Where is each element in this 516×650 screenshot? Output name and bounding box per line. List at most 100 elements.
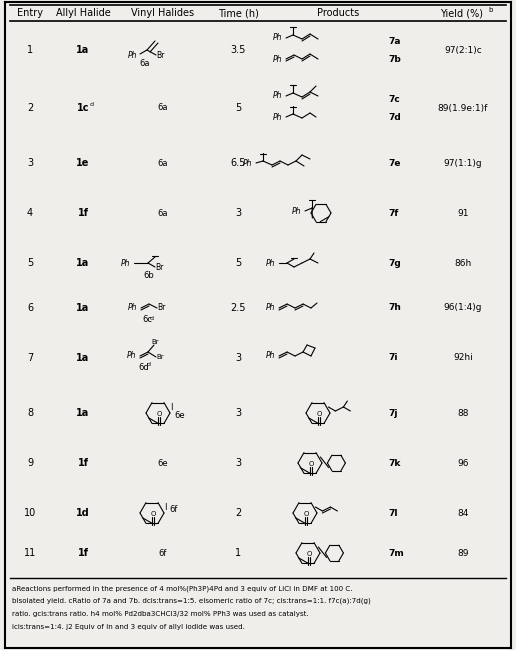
Text: 7b: 7b — [388, 55, 401, 64]
Text: O: O — [156, 411, 162, 417]
Text: bIsolated yield. cRatio of 7a and 7b. dcis:trans=1:5. eIsomeric ratio of 7c; cis: bIsolated yield. cRatio of 7a and 7b. dc… — [12, 598, 371, 604]
Text: Products: Products — [317, 8, 359, 18]
Text: 7j: 7j — [388, 408, 397, 417]
Text: 92hi: 92hi — [453, 354, 473, 363]
Text: Br: Br — [157, 304, 165, 313]
Text: Br: Br — [151, 339, 158, 345]
Text: Ph: Ph — [273, 112, 283, 122]
Text: 2: 2 — [27, 103, 33, 113]
Text: 7c: 7c — [388, 94, 400, 103]
Text: 5: 5 — [235, 103, 241, 113]
Text: O: O — [303, 511, 309, 517]
Text: Br: Br — [155, 263, 164, 272]
Text: 7d: 7d — [388, 112, 401, 122]
Text: 3: 3 — [235, 208, 241, 218]
Text: 8: 8 — [27, 408, 33, 418]
Text: 7: 7 — [27, 353, 33, 363]
Text: 1c: 1c — [77, 103, 89, 113]
Text: ratio. gcis:trans ratio. h4 mol% Pd2dba3CHCl3/32 mol% PPh3 was used as catalyst.: ratio. gcis:trans ratio. h4 mol% Pd2dba3… — [12, 611, 309, 617]
Text: 1a: 1a — [76, 303, 90, 313]
Text: 7k: 7k — [388, 458, 400, 467]
Text: 10: 10 — [24, 508, 36, 518]
Text: 1: 1 — [27, 45, 33, 55]
Text: 89(1.9e:1)f: 89(1.9e:1)f — [438, 103, 488, 112]
Text: Ph: Ph — [273, 34, 283, 42]
Text: 5: 5 — [235, 258, 241, 268]
Text: 11: 11 — [24, 548, 36, 558]
Text: 6e: 6e — [175, 411, 185, 421]
Text: Ph: Ph — [128, 51, 138, 60]
Text: 97(2:1)c: 97(2:1)c — [444, 46, 482, 55]
Text: Ph: Ph — [266, 304, 276, 313]
Text: 3.5: 3.5 — [230, 45, 246, 55]
Text: 2: 2 — [235, 508, 241, 518]
Text: 1e: 1e — [76, 158, 90, 168]
Text: Ph: Ph — [128, 304, 138, 313]
Text: 88: 88 — [457, 408, 469, 417]
Text: Ph: Ph — [127, 352, 137, 361]
Text: 1f: 1f — [77, 548, 89, 558]
Text: 6a: 6a — [140, 60, 150, 68]
Text: 6a: 6a — [158, 103, 168, 112]
Text: Ph: Ph — [243, 159, 253, 168]
Text: 7h: 7h — [388, 304, 401, 313]
Text: Yield (%): Yield (%) — [441, 8, 483, 18]
Text: 7g: 7g — [388, 259, 401, 268]
Text: icis:trans=1:4. j2 Equiv of In and 3 equiv of allyl iodide was used.: icis:trans=1:4. j2 Equiv of In and 3 equ… — [12, 624, 245, 630]
Text: O: O — [150, 511, 156, 517]
Text: Ph: Ph — [266, 352, 276, 361]
Text: 7m: 7m — [388, 549, 404, 558]
Text: 3: 3 — [235, 353, 241, 363]
Text: 1: 1 — [235, 548, 241, 558]
Text: 7f: 7f — [388, 209, 398, 218]
Text: 6.5: 6.5 — [230, 158, 246, 168]
Text: O: O — [316, 411, 321, 417]
Text: 4: 4 — [27, 208, 33, 218]
Text: 7e: 7e — [388, 159, 400, 168]
Text: 3: 3 — [235, 408, 241, 418]
Text: I: I — [165, 502, 167, 512]
Text: 6e: 6e — [158, 458, 168, 467]
Text: 86h: 86h — [455, 259, 472, 268]
Text: 6f: 6f — [159, 549, 167, 558]
Text: Vinyl Halides: Vinyl Halides — [132, 8, 195, 18]
Text: 3: 3 — [27, 158, 33, 168]
Text: 1a: 1a — [76, 45, 90, 55]
Text: Br: Br — [156, 51, 165, 60]
Text: 7l: 7l — [388, 508, 397, 517]
Text: 1a: 1a — [76, 408, 90, 418]
Text: 1a: 1a — [76, 353, 90, 363]
Text: b: b — [488, 7, 492, 13]
Text: 1d: 1d — [76, 508, 90, 518]
Text: d: d — [147, 363, 151, 367]
Text: d: d — [150, 315, 154, 320]
Text: O: O — [309, 461, 314, 467]
Text: 1f: 1f — [77, 458, 89, 468]
Text: Allyl Halide: Allyl Halide — [56, 8, 110, 18]
Text: aReactions performed in the presence of 4 mol%(Ph3P)4Pd and 3 equiv of LiCl in D: aReactions performed in the presence of … — [12, 585, 352, 592]
Text: Ph: Ph — [266, 259, 276, 268]
Text: 5: 5 — [27, 258, 33, 268]
Text: 6b: 6b — [143, 272, 154, 281]
Text: 7a: 7a — [388, 36, 400, 46]
Text: 96(1:4)g: 96(1:4)g — [444, 304, 482, 313]
Text: 91: 91 — [457, 209, 469, 218]
Text: 6d: 6d — [139, 363, 149, 372]
Text: 1a: 1a — [76, 258, 90, 268]
Text: 6: 6 — [27, 303, 33, 313]
Text: d: d — [90, 103, 94, 107]
Text: 2.5: 2.5 — [230, 303, 246, 313]
Text: 7i: 7i — [388, 354, 397, 363]
Text: 6a: 6a — [158, 159, 168, 168]
Text: 97(1:1)g: 97(1:1)g — [444, 159, 482, 168]
Text: Ph: Ph — [273, 55, 283, 64]
Text: 6c: 6c — [142, 315, 152, 324]
Text: 89: 89 — [457, 549, 469, 558]
Text: Ph: Ph — [273, 92, 283, 101]
Text: Time (h): Time (h) — [218, 8, 259, 18]
Text: 1f: 1f — [77, 208, 89, 218]
Text: Entry: Entry — [17, 8, 43, 18]
Text: 3: 3 — [235, 458, 241, 468]
Text: 9: 9 — [27, 458, 33, 468]
Text: Br: Br — [156, 354, 164, 360]
